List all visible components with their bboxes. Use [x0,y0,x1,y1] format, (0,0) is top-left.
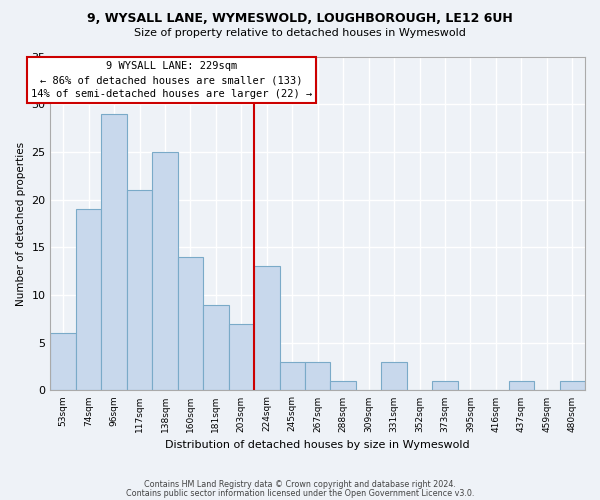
Bar [432,381,458,390]
Bar [203,304,229,390]
Text: Size of property relative to detached houses in Wymeswold: Size of property relative to detached ho… [134,28,466,38]
Bar [560,381,585,390]
X-axis label: Distribution of detached houses by size in Wymeswold: Distribution of detached houses by size … [166,440,470,450]
Bar [331,381,356,390]
Bar [101,114,127,390]
Bar [178,257,203,390]
Text: Contains public sector information licensed under the Open Government Licence v3: Contains public sector information licen… [126,488,474,498]
Text: 9 WYSALL LANE: 229sqm
← 86% of detached houses are smaller (133)
14% of semi-det: 9 WYSALL LANE: 229sqm ← 86% of detached … [31,62,312,100]
Y-axis label: Number of detached properties: Number of detached properties [16,142,26,306]
Bar [127,190,152,390]
Bar [382,362,407,390]
Bar [50,333,76,390]
Bar [509,381,534,390]
Bar [229,324,254,390]
Bar [305,362,331,390]
Bar [152,152,178,390]
Bar [76,209,101,390]
Bar [280,362,305,390]
Text: 9, WYSALL LANE, WYMESWOLD, LOUGHBOROUGH, LE12 6UH: 9, WYSALL LANE, WYMESWOLD, LOUGHBOROUGH,… [87,12,513,26]
Text: Contains HM Land Registry data © Crown copyright and database right 2024.: Contains HM Land Registry data © Crown c… [144,480,456,489]
Bar [254,266,280,390]
